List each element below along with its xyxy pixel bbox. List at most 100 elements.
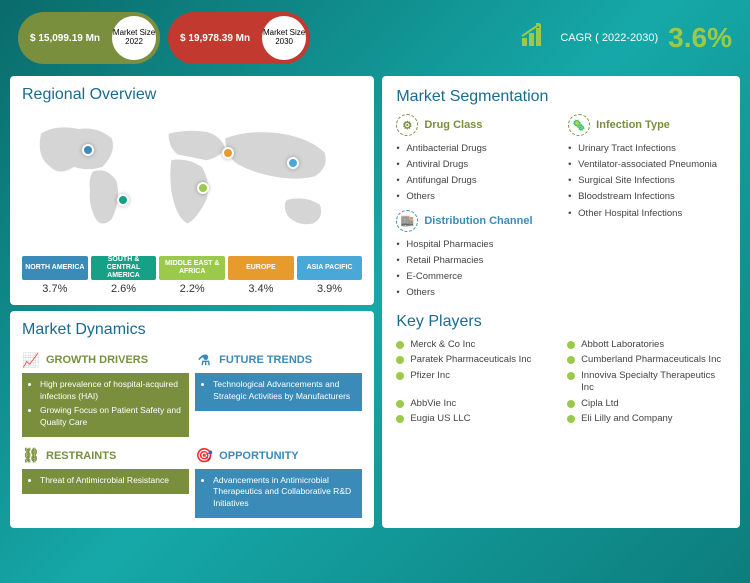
dynamics-title-text: FUTURE TRENDS <box>219 354 312 366</box>
segment-item: E-Commerce <box>396 269 554 285</box>
dynamics-item: Technological Advancements and Strategic… <box>213 379 354 403</box>
key-player-item: Paratek Pharmaceuticals Inc <box>396 354 555 366</box>
segment-title: Infection Type <box>596 119 670 131</box>
bullet-icon <box>567 356 575 364</box>
segment-icon: 🦠 <box>568 114 590 136</box>
segment-item: Antiviral Drugs <box>396 157 554 173</box>
key-player-item: AbbVie Inc <box>396 398 555 410</box>
dynamics-item: Advancements in Antimicrobial Therapeuti… <box>213 475 354 511</box>
key-player-item: Cumberland Pharmaceuticals Inc <box>567 354 726 366</box>
key-player-name: Cipla Ltd <box>581 398 619 410</box>
growth-icon <box>520 22 550 55</box>
segment-item: Other Hospital Infections <box>568 206 726 222</box>
key-player-name: Paratek Pharmaceuticals Inc <box>410 354 531 366</box>
regional-title: Regional Overview <box>22 86 362 104</box>
dynamics-item: Threat of Antimicrobial Resistance <box>40 475 181 487</box>
world-map <box>22 112 362 250</box>
segment-item: Others <box>396 189 554 205</box>
dynamics-header: 📈 GROWTH DRIVERS <box>22 347 189 373</box>
key-player-item: Pfizer Inc <box>396 370 555 395</box>
dynamics-header: 🎯 OPPORTUNITY <box>195 443 362 469</box>
bullet-icon <box>396 400 404 408</box>
region-value: 3.7% <box>22 283 88 295</box>
region-label: ASIA PACIFIC <box>297 256 363 280</box>
segment-icon: 🏬 <box>396 210 418 232</box>
bullet-icon <box>567 341 575 349</box>
segment-item: Others <box>396 285 554 301</box>
segment-group: 🦠 Infection Type Urinary Tract InfectionsV… <box>568 114 726 301</box>
market-dynamics-panel: Market Dynamics 📈 GROWTH DRIVERS High prev… <box>10 311 374 528</box>
right-panel: Market Segmentation ⚙Drug ClassAntibacte… <box>382 76 740 528</box>
size-2022-label: Market Size 2022 <box>112 16 156 60</box>
segment-item: Antifungal Drugs <box>396 173 554 189</box>
size-2030-value: $ 19,978.39 Mn <box>172 33 258 44</box>
key-player-name: Eugia US LLC <box>410 413 470 425</box>
bullet-icon <box>567 372 575 380</box>
bullet-icon <box>396 372 404 380</box>
dynamics-title: Market Dynamics <box>22 321 362 339</box>
map-marker <box>82 144 94 156</box>
region-label: EUROPE <box>228 256 294 280</box>
size-2022-value: $ 15,099.19 Mn <box>22 33 108 44</box>
dynamics-icon: 📈 <box>22 351 40 369</box>
region-label: NORTH AMERICA <box>22 256 88 280</box>
key-player-item: Eugia US LLC <box>396 413 555 425</box>
cagr-value: 3.6% <box>668 22 732 54</box>
dynamics-item: Growing Focus on Patient Safety and Qual… <box>40 405 181 429</box>
segment-item: Antibacterial Drugs <box>396 141 554 157</box>
segment-header: 🦠 Infection Type <box>568 114 726 136</box>
region-item: MIDDLE EAST & AFRICA 2.2% <box>159 256 225 295</box>
map-marker <box>197 182 209 194</box>
key-player-name: Merck & Co Inc <box>410 339 475 351</box>
dynamics-title-text: GROWTH DRIVERS <box>46 354 148 366</box>
regions-row: NORTH AMERICA 3.7%SOUTH & CENTRAL AMERICA… <box>22 256 362 295</box>
segment-item: Hospital Pharmacies <box>396 237 554 253</box>
key-player-name: Pfizer Inc <box>410 370 450 382</box>
region-item: EUROPE 3.4% <box>228 256 294 295</box>
segment-item: Urinary Tract Infections <box>568 141 726 157</box>
key-player-item: Cipla Ltd <box>567 398 726 410</box>
segment-item: Ventilator-associated Pneumonia <box>568 157 726 173</box>
key-players-title: Key Players <box>396 313 726 331</box>
region-value: 2.2% <box>159 283 225 295</box>
dynamics-body: Advancements in Antimicrobial Therapeuti… <box>195 469 362 519</box>
key-player-name: AbbVie Inc <box>410 398 456 410</box>
dynamics-header: ⛓ RESTRAINTS <box>22 443 189 469</box>
bullet-icon <box>396 415 404 423</box>
segmentation-title: Market Segmentation <box>396 88 726 106</box>
map-marker <box>222 147 234 159</box>
regional-overview-panel: Regional Overview NORTH AMERICA 3.7%SOUTH… <box>10 76 374 305</box>
bullet-icon <box>567 415 575 423</box>
dynamics-box: 📈 GROWTH DRIVERS High prevalence of hospit… <box>22 347 189 437</box>
dynamics-body: High prevalence of hospital-acquired inf… <box>22 373 189 437</box>
dynamics-body: Threat of Antimicrobial Resistance <box>22 469 189 495</box>
key-player-item: Abbott Laboratories <box>567 339 726 351</box>
segment-item: Retail Pharmacies <box>396 253 554 269</box>
dynamics-header: ⚗FUTURE TRENDS <box>195 347 362 373</box>
dynamics-icon: ⛓ <box>22 447 40 465</box>
dynamics-box: 🎯 OPPORTUNITY Advancements in Antimicrobia… <box>195 443 362 519</box>
key-player-name: Innoviva Specialty Therapeutics Inc <box>581 370 726 395</box>
region-label: SOUTH & CENTRAL AMERICA <box>91 256 157 280</box>
segment-item: Bloodstream Infections <box>568 189 726 205</box>
key-player-name: Abbott Laboratories <box>581 339 664 351</box>
dynamics-icon: 🎯 <box>195 447 213 465</box>
segment-title: Distribution Channel <box>424 215 532 227</box>
key-player-item: Innoviva Specialty Therapeutics Inc <box>567 370 726 395</box>
cagr-box: CAGR ( 2022-2030) 3.6% <box>520 22 732 55</box>
cagr-label: CAGR ( 2022-2030) <box>560 32 658 44</box>
region-item: NORTH AMERICA 3.7% <box>22 256 88 295</box>
region-item: ASIA PACIFIC 3.9% <box>297 256 363 295</box>
region-label: MIDDLE EAST & AFRICA <box>159 256 225 280</box>
dynamics-title-text: RESTRAINTS <box>46 450 116 462</box>
segment-item: Surgical Site Infections <box>568 173 726 189</box>
dynamics-title-text: OPPORTUNITY <box>219 450 298 462</box>
segment-group: ⚙Drug ClassAntibacterial DrugsAntiviral … <box>396 114 554 206</box>
dynamics-box: ⚗FUTURE TRENDS Technological Advancements… <box>195 347 362 437</box>
region-value: 3.4% <box>228 283 294 295</box>
key-player-name: Cumberland Pharmaceuticals Inc <box>581 354 721 366</box>
market-size-2030-pill: $ 19,978.39 Mn Market Size 2030 <box>168 12 310 64</box>
region-value: 3.9% <box>297 283 363 295</box>
key-player-item: Merck & Co Inc <box>396 339 555 351</box>
map-marker <box>117 194 129 206</box>
